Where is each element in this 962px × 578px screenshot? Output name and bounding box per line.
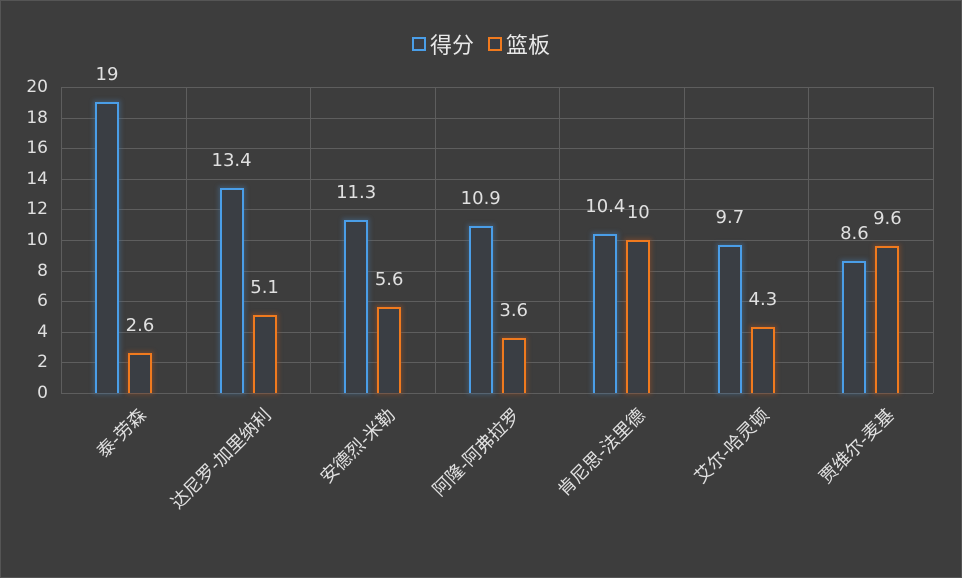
gridline <box>61 270 933 272</box>
legend-label: 得分 <box>429 34 474 59</box>
data-label: 13.4 <box>211 149 252 171</box>
y-tick-label: 10 <box>26 230 48 250</box>
gridline <box>61 148 933 150</box>
category-separator <box>559 87 561 393</box>
data-label: 11.3 <box>336 182 377 204</box>
chart-legend: 得分 篮板 <box>0 28 962 60</box>
category-separator <box>683 87 685 393</box>
data-label: 19 <box>95 64 119 86</box>
y-tick-label: 4 <box>37 321 48 342</box>
y-tick-label: 20 <box>26 77 48 97</box>
bar-score <box>593 233 618 393</box>
gridline <box>61 87 933 88</box>
bar-rebound <box>501 337 526 393</box>
y-tick-label: 2 <box>37 352 48 373</box>
bar-rebound <box>626 240 651 393</box>
gridline <box>61 393 933 394</box>
data-label: 4.3 <box>748 289 778 311</box>
bar-rebound <box>377 307 402 393</box>
category-separator <box>434 87 436 393</box>
category-separator <box>310 87 312 393</box>
gridline <box>61 178 933 180</box>
data-label: 5.1 <box>250 276 279 298</box>
data-label: 3.6 <box>499 299 529 321</box>
gridline <box>61 331 933 333</box>
data-label: 9.6 <box>873 208 902 230</box>
y-tick-label: 0 <box>37 383 48 403</box>
bar-score <box>468 226 493 393</box>
legend-item-1: 篮板 <box>488 28 550 60</box>
legend-swatch-icon <box>411 37 426 51</box>
plot-area: 19 2.6 13.4 5.1 11.3 5.6 10.9 3.6 10.4 10 9.7 4.3 8.… <box>61 64 934 394</box>
legend-label: 篮板 <box>506 34 551 59</box>
category-separator <box>61 87 62 393</box>
bar-score <box>842 261 867 393</box>
gridline <box>61 117 933 119</box>
gridline <box>61 362 933 364</box>
bar-rebound <box>128 353 152 393</box>
data-label: 5.6 <box>374 269 404 291</box>
data-label: 9.7 <box>715 206 745 228</box>
y-tick-label: 18 <box>26 107 48 128</box>
gridline <box>61 301 933 303</box>
bar-score <box>344 220 369 393</box>
legend-swatch-icon <box>488 37 502 51</box>
data-label: 10 <box>626 202 650 223</box>
bar-score <box>95 102 119 393</box>
data-label: 8.6 <box>840 223 869 245</box>
y-tick-label: 8 <box>37 260 48 281</box>
category-separator <box>185 87 187 393</box>
category-separator <box>933 87 934 393</box>
y-tick-label: 14 <box>26 168 48 189</box>
bar-score <box>219 187 244 393</box>
bar-rebound <box>750 327 775 393</box>
y-tick-label: 6 <box>37 291 48 312</box>
bar-rebound <box>252 314 277 393</box>
data-label: 10.9 <box>460 188 501 210</box>
bar-score <box>717 244 742 393</box>
legend-item-0: 得分 <box>411 28 474 60</box>
y-tick-label: 12 <box>26 199 48 220</box>
gridline <box>61 209 933 211</box>
data-label: 10.4 <box>585 195 626 217</box>
category-separator <box>808 87 810 393</box>
bar-rebound <box>875 246 900 393</box>
gridline <box>61 240 933 241</box>
y-tick-label: 16 <box>26 138 48 159</box>
data-label: 2.6 <box>125 315 155 337</box>
